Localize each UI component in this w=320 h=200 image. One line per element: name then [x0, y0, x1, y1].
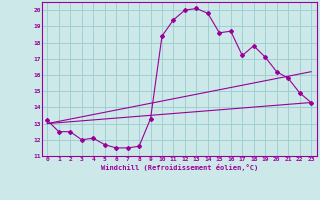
- X-axis label: Windchill (Refroidissement éolien,°C): Windchill (Refroidissement éolien,°C): [100, 164, 258, 171]
